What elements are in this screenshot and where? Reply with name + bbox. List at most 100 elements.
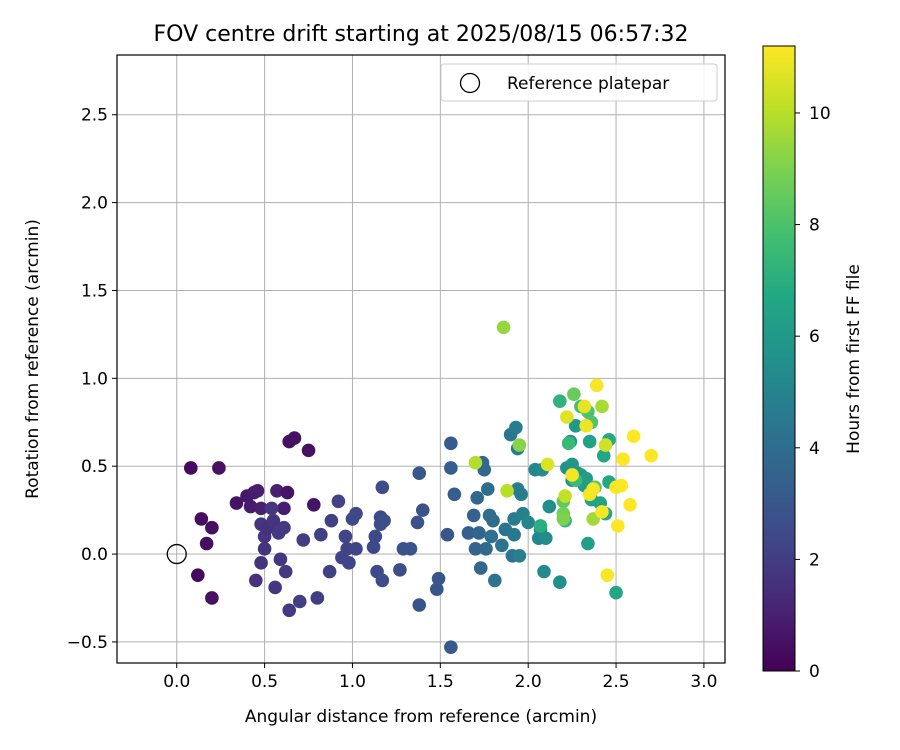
- data-point: [600, 568, 615, 582]
- data-point: [537, 564, 551, 579]
- data-point: [623, 498, 637, 512]
- data-point: [268, 580, 282, 595]
- data-point: [403, 541, 418, 556]
- data-point: [377, 513, 391, 528]
- data-point: [277, 520, 291, 535]
- y-tick-label: 2.5: [81, 106, 108, 126]
- data-point: [484, 529, 499, 544]
- data-point: [479, 541, 493, 556]
- data-point: [577, 399, 592, 414]
- legend: Reference platepar: [440, 63, 718, 102]
- x-tick-label: 0.5: [251, 672, 278, 692]
- y-tick-label: −0.5: [67, 633, 108, 653]
- y-tick-label: 0.0: [81, 545, 108, 565]
- data-point: [466, 508, 481, 523]
- data-point: [324, 513, 339, 528]
- colorbar-tick-label: 2: [809, 550, 820, 570]
- data-point: [412, 598, 427, 612]
- data-point: [243, 499, 258, 514]
- data-point: [495, 538, 509, 553]
- data-point: [264, 501, 279, 516]
- data-point: [609, 585, 623, 600]
- data-point: [431, 571, 446, 586]
- data-point: [589, 378, 604, 393]
- y-tick-label: 2.0: [81, 194, 108, 214]
- data-point: [205, 591, 219, 605]
- data-point: [488, 573, 502, 588]
- data-point: [473, 561, 488, 575]
- y-tick-label: 1.0: [81, 369, 108, 389]
- y-axis-label: Rotation from reference (arcmin): [23, 219, 43, 499]
- data-point: [595, 399, 609, 414]
- data-point: [626, 429, 641, 444]
- colorbar-tick-label: 0: [809, 662, 820, 682]
- data-point: [553, 575, 567, 589]
- data-point: [277, 501, 291, 516]
- data-point: [598, 438, 613, 452]
- data-point: [331, 494, 346, 509]
- data-point: [444, 436, 458, 451]
- data-point: [415, 503, 430, 517]
- colorbar-gradient: [762, 45, 796, 672]
- data-point: [486, 513, 500, 528]
- data-point: [614, 478, 629, 493]
- colorbar-tick-label: 10: [809, 104, 831, 124]
- data-point: [461, 526, 476, 540]
- data-point: [561, 436, 576, 451]
- data-point: [249, 573, 263, 588]
- data-point: [444, 461, 458, 475]
- legend-entry-reference: Reference platepar: [507, 74, 669, 94]
- data-point: [558, 489, 572, 503]
- data-point: [375, 480, 390, 495]
- y-axis-ticks: −0.5 0.0 0.5 1.0 1.5 2.0 2.5: [67, 106, 117, 653]
- data-point: [349, 541, 363, 556]
- data-point: [338, 529, 353, 544]
- data-point: [447, 487, 462, 502]
- data-point: [468, 541, 483, 556]
- data-point: [191, 568, 205, 582]
- data-point: [542, 499, 557, 514]
- data-point: [579, 418, 593, 433]
- data-point: [480, 482, 495, 496]
- data-point: [595, 505, 609, 519]
- data-point: [375, 573, 390, 588]
- data-point: [567, 387, 581, 401]
- x-tick-label: 2.0: [515, 672, 542, 692]
- data-point: [270, 483, 284, 498]
- data-point: [521, 515, 535, 530]
- data-point: [500, 483, 514, 498]
- data-point: [568, 418, 583, 433]
- data-point: [410, 515, 425, 530]
- plot-frame: [116, 54, 726, 664]
- data-point: [430, 582, 444, 596]
- data-point: [611, 519, 625, 533]
- data-point: [273, 552, 288, 567]
- data-point: [512, 549, 527, 563]
- data-point: [314, 527, 328, 542]
- data-point: [212, 461, 226, 475]
- x-tick-label: 1.0: [339, 672, 366, 692]
- data-point: [266, 513, 281, 528]
- legend-box: [440, 63, 718, 102]
- colorbar-ticks: 0 2 4 6 8 10: [795, 104, 831, 682]
- data-point: [342, 556, 356, 570]
- data-point: [257, 541, 272, 556]
- data-point: [472, 526, 486, 540]
- data-point: [582, 434, 597, 449]
- data-point: [496, 320, 511, 335]
- x-tick-label: 3.0: [690, 672, 717, 692]
- data-point: [507, 527, 521, 542]
- data-point: [301, 443, 316, 458]
- data-point: [581, 536, 595, 551]
- data-point: [540, 457, 555, 472]
- x-tick-label: 2.5: [603, 672, 630, 692]
- data-point: [287, 431, 302, 445]
- x-tick-label: 0.0: [163, 672, 190, 692]
- data-point: [199, 536, 214, 551]
- data-point: [512, 438, 527, 452]
- data-point: [280, 485, 295, 500]
- data-point: [296, 533, 311, 547]
- data-point: [184, 461, 198, 475]
- colorbar-tick-label: 6: [809, 327, 820, 347]
- data-point: [468, 455, 483, 470]
